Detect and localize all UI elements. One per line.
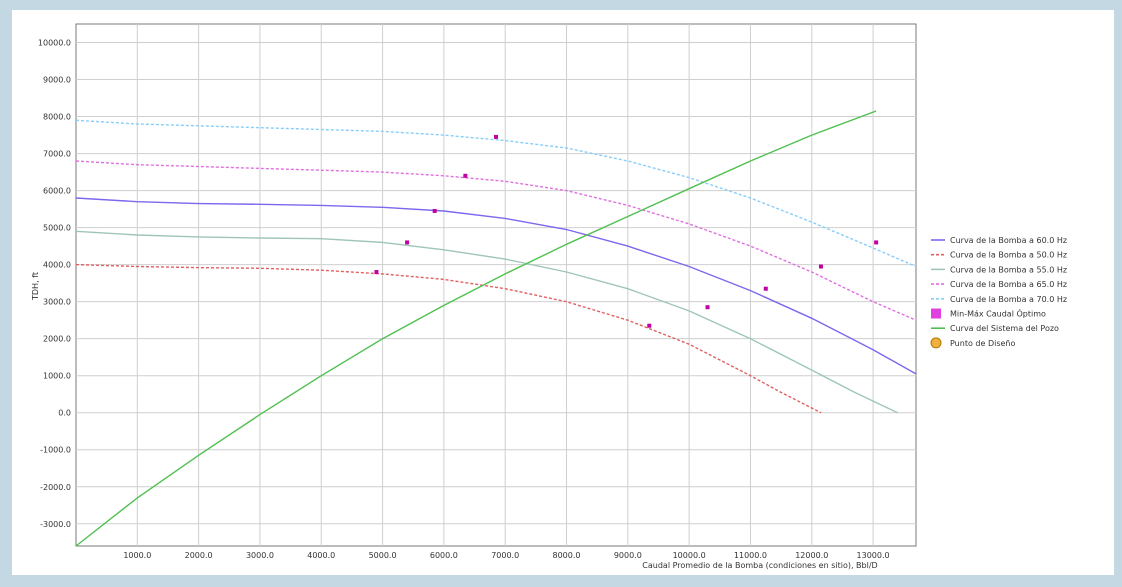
legend-circle-swatch	[930, 337, 942, 349]
legend-label: Curva de la Bomba a 70.0 Hz	[950, 295, 1067, 304]
y-tick-label: 9000.0	[43, 76, 71, 85]
legend-label: Min-Máx Caudal Óptimo	[950, 308, 1046, 319]
y-tick-label: 1000.0	[43, 372, 71, 381]
series-line	[75, 197, 917, 375]
y-tick-label: 8000.0	[43, 113, 71, 122]
legend-label: Punto de Diseño	[950, 339, 1015, 348]
x-tick-label: 10000.0	[673, 551, 706, 560]
optimal-range-marker	[405, 240, 410, 245]
optimal-range-marker	[818, 264, 823, 269]
optimal-range-marker	[874, 240, 879, 245]
optimal-range-marker	[705, 305, 710, 310]
x-tick-label: 8000.0	[553, 551, 581, 560]
series-line	[75, 263, 822, 414]
y-tick-label: 2000.0	[43, 335, 71, 344]
series-line	[75, 110, 877, 547]
legend-square-swatch	[931, 308, 941, 319]
legend-label: Curva de la Bomba a 65.0 Hz	[950, 280, 1067, 289]
y-tick-label: 6000.0	[43, 187, 71, 196]
y-tick-label: 4000.0	[43, 261, 71, 270]
legend-label: Curva de la Bomba a 55.0 Hz	[950, 265, 1067, 274]
x-tick-label: 4000.0	[307, 551, 335, 560]
plot-area	[75, 23, 917, 547]
x-tick-label: 2000.0	[185, 551, 213, 560]
y-tick-labels: 10000.0 9000.0 8000.0 7000.0 6000.0 5000.0 400…	[38, 39, 71, 529]
x-tick-label: 1000.0	[123, 551, 151, 560]
y-tick-label: 5000.0	[43, 224, 71, 233]
x-axis-title: Caudal Promedio de la Bomba (condiciones…	[642, 561, 877, 570]
legend: Curva de la Bomba a 60.0 Hz Curva de la B…	[930, 236, 1067, 349]
legend-label: Curva de la Bomba a 50.0 Hz	[950, 251, 1067, 260]
legend-label: Curva del Sistema del Pozo	[950, 324, 1059, 333]
x-tick-label: 7000.0	[491, 551, 519, 560]
x-tick-label: 13000.0	[857, 551, 890, 560]
y-tick-label: 7000.0	[43, 150, 71, 159]
x-tick-label: 11000.0	[734, 551, 767, 560]
x-tick-label: 3000.0	[246, 551, 274, 560]
optimal-range-marker	[494, 134, 498, 139]
y-tick-label: -3000.0	[40, 520, 71, 529]
x-tick-label: 5000.0	[369, 551, 397, 560]
optimal-range-marker	[763, 286, 768, 291]
optimal-range-marker	[647, 323, 652, 328]
series-line	[75, 119, 917, 268]
x-tick-label: 6000.0	[430, 551, 458, 560]
series-line	[75, 230, 898, 414]
series-layer	[75, 110, 917, 547]
y-tick-label: 10000.0	[38, 39, 71, 48]
legend-label: Curva de la Bomba a 60.0 Hz	[950, 236, 1067, 245]
x-tick-label: 9000.0	[614, 551, 642, 560]
x-tick-labels: 1000.0 2000.0 3000.0 4000.0 5000.0 6000.0 7000…	[123, 551, 889, 560]
y-tick-label: 0.0	[58, 409, 71, 418]
y-axis-title: TDH, ft	[31, 272, 40, 301]
y-tick-label: -2000.0	[40, 483, 71, 492]
grid	[76, 24, 916, 546]
optimal-range-marker	[374, 270, 379, 275]
optimal-range-marker	[432, 208, 437, 213]
x-tick-label: 12000.0	[795, 551, 828, 560]
optimal-range-marker	[463, 173, 468, 178]
y-tick-label: 3000.0	[43, 298, 71, 307]
y-tick-label: -1000.0	[40, 446, 71, 455]
marker-layer	[374, 134, 879, 328]
